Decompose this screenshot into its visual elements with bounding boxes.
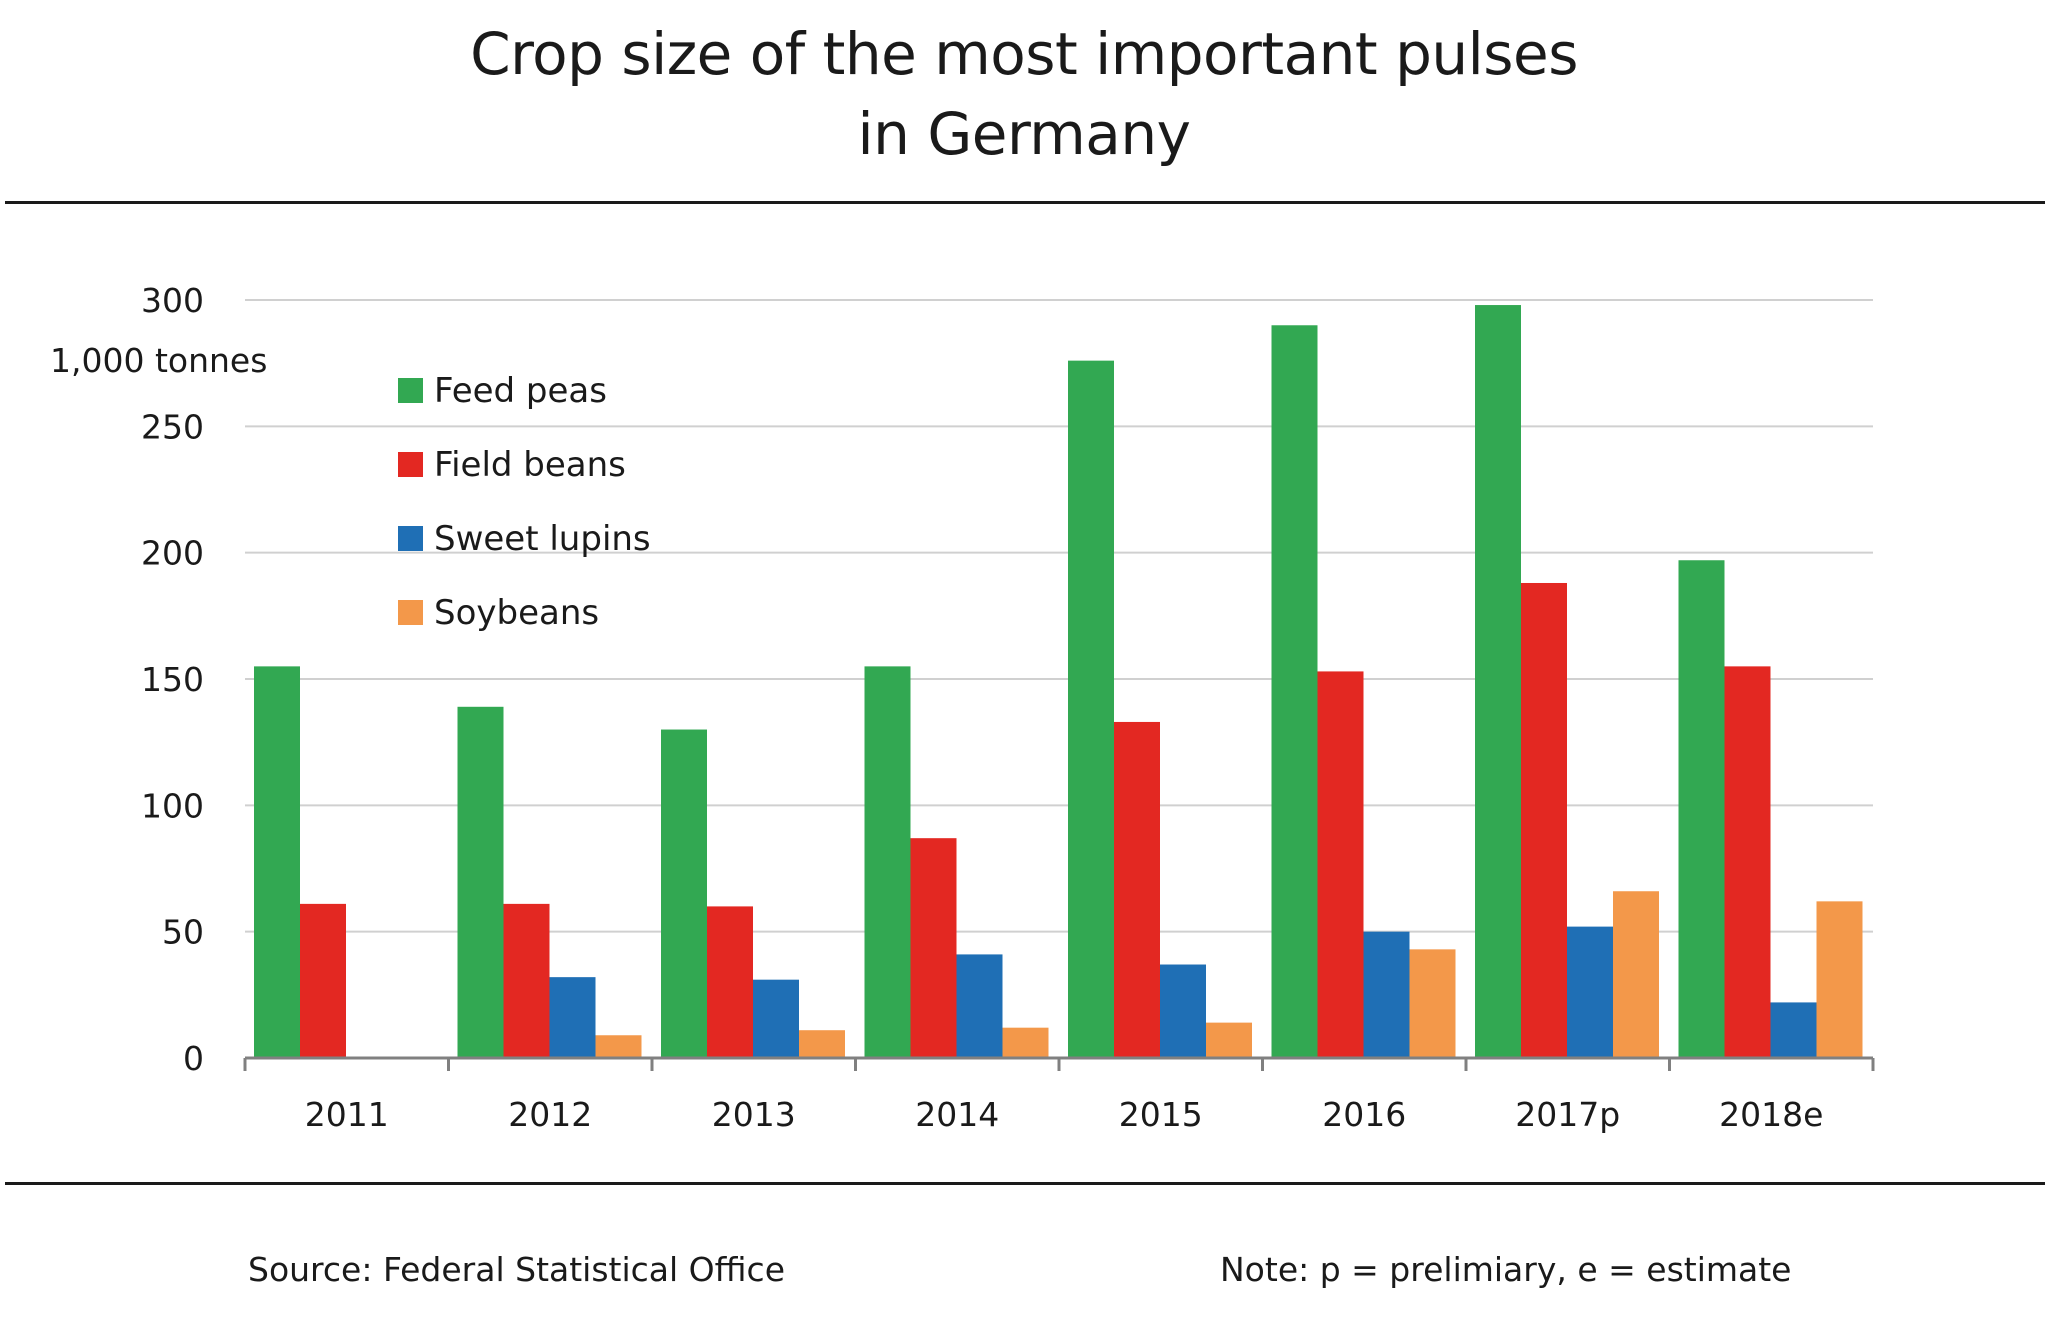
bar-field-beans-2013 bbox=[707, 906, 753, 1058]
bar-sweet-lupins-2012 bbox=[549, 977, 596, 1058]
bar-feed-peas-2018e bbox=[1678, 560, 1725, 1058]
y-tick-label: 250 bbox=[141, 407, 204, 446]
y-tick-label: 150 bbox=[141, 660, 204, 699]
legend-label-feed-peas: Feed peas bbox=[434, 371, 607, 411]
bars bbox=[254, 305, 1863, 1058]
bar-feed-peas-2016 bbox=[1271, 325, 1318, 1058]
bar-soybeans-2015 bbox=[1206, 1022, 1252, 1058]
legend-swatch-soybeans bbox=[398, 600, 423, 625]
bar-feed-peas-2011 bbox=[254, 666, 300, 1058]
bar-feed-peas-2014 bbox=[864, 666, 911, 1058]
top-divider bbox=[5, 201, 2045, 204]
bar-sweet-lupins-2018e bbox=[1770, 1002, 1817, 1058]
x-tick-label: 2016 bbox=[1322, 1095, 1406, 1134]
x-tick-label: 2014 bbox=[915, 1095, 999, 1134]
legend: Feed peas Field beans Sweet lupins Soybeans bbox=[398, 371, 651, 633]
bar-soybeans-2013 bbox=[799, 1030, 845, 1058]
bar-field-beans-2018e bbox=[1724, 666, 1771, 1058]
bar-soybeans-2018e bbox=[1816, 901, 1863, 1058]
bar-feed-peas-2017p bbox=[1475, 305, 1521, 1058]
x-tick-label: 2011 bbox=[305, 1095, 389, 1134]
bar-soybeans-2014 bbox=[1002, 1027, 1049, 1058]
bottom-divider bbox=[5, 1182, 2045, 1185]
x-tick-label: 2013 bbox=[712, 1095, 796, 1134]
y-tick-label: 200 bbox=[141, 534, 204, 573]
legend-swatch-feed-peas bbox=[398, 378, 423, 403]
x-tick-label: 2018e bbox=[1719, 1095, 1823, 1134]
legend-swatch-sweet-lupins bbox=[398, 526, 423, 551]
bar-sweet-lupins-2016 bbox=[1363, 931, 1410, 1058]
bar-field-beans-2017p bbox=[1521, 582, 1567, 1058]
bar-field-beans-2012 bbox=[503, 903, 550, 1058]
bar-sweet-lupins-2013 bbox=[753, 979, 799, 1058]
axes: 0 50 100 150 200 250 300 2011 2012 2013 2014 2015 20… bbox=[141, 281, 1875, 1134]
bar-field-beans-2016 bbox=[1317, 671, 1364, 1058]
bar-soybeans-2016 bbox=[1409, 949, 1456, 1058]
legend-swatch-field-beans bbox=[398, 452, 423, 477]
bar-feed-peas-2012 bbox=[457, 706, 504, 1058]
bar-sweet-lupins-2015 bbox=[1160, 964, 1206, 1058]
bar-field-beans-2011 bbox=[300, 903, 346, 1058]
bar-feed-peas-2015 bbox=[1068, 360, 1114, 1058]
bar-sweet-lupins-2017p bbox=[1567, 926, 1613, 1058]
x-tick-label: 2017p bbox=[1515, 1095, 1620, 1134]
y-tick-label: 50 bbox=[162, 913, 204, 952]
bar-feed-peas-2013 bbox=[661, 729, 707, 1058]
x-tick-label: 2015 bbox=[1119, 1095, 1203, 1134]
legend-label-sweet-lupins: Sweet lupins bbox=[434, 519, 651, 559]
y-axis-unit-label: 1,000 tonnes bbox=[50, 341, 267, 380]
abbreviation-note: Note: p = prelimiary, e = estimate bbox=[1220, 1250, 1792, 1289]
bar-field-beans-2015 bbox=[1114, 721, 1160, 1058]
bar-field-beans-2014 bbox=[910, 838, 957, 1058]
bar-soybeans-2017p bbox=[1613, 891, 1659, 1058]
chart-title-line-1: Crop size of the most important pulses bbox=[470, 20, 1578, 88]
chart-title-line-2: in Germany bbox=[857, 100, 1191, 168]
bar-sweet-lupins-2014 bbox=[956, 954, 1003, 1058]
legend-label-field-beans: Field beans bbox=[434, 445, 626, 485]
legend-label-soybeans: Soybeans bbox=[434, 593, 599, 633]
bar-soybeans-2012 bbox=[595, 1035, 642, 1058]
y-tick-label: 100 bbox=[141, 786, 204, 825]
y-tick-label: 300 bbox=[141, 281, 204, 320]
x-tick-label: 2012 bbox=[508, 1095, 592, 1134]
source-note: Source: Federal Statistical Office bbox=[248, 1250, 785, 1289]
y-tick-label: 0 bbox=[183, 1039, 204, 1078]
